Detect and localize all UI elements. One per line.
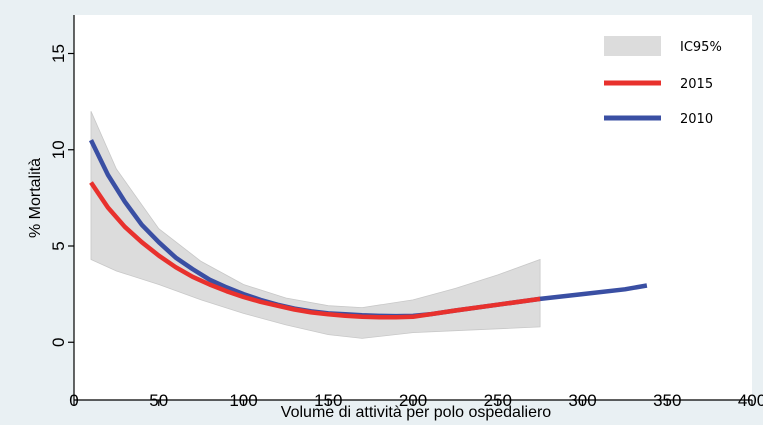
y-tick-label: 5 [49, 241, 68, 250]
x-tick-label: 50 [149, 391, 168, 410]
x-axis-title: Volume di attività per polo ospedaliero [281, 404, 551, 421]
x-tick-label: 300 [568, 391, 596, 410]
legend-label-2015: 2015 [680, 77, 713, 92]
y-ticks: 0 5 10 15 [49, 44, 74, 347]
legend-swatch-ic95 [604, 36, 661, 56]
x-tick-label: 250 [484, 391, 512, 410]
y-tick-label: 0 [49, 338, 68, 347]
x-tick-label: 0 [69, 391, 78, 410]
plot-background [74, 15, 752, 400]
y-tick-label: 15 [49, 44, 68, 63]
legend: IC95% 2015 2010 [604, 36, 722, 127]
x-tick-label: 200 [399, 391, 427, 410]
x-tick-label: 400 [738, 391, 763, 410]
y-tick-label: 10 [49, 140, 68, 159]
x-tick-label: 350 [653, 391, 681, 410]
x-tick-label: 150 [314, 391, 342, 410]
x-tick-label: 100 [229, 391, 257, 410]
legend-label-ic95: IC95% [680, 40, 722, 55]
series-layer [88, 139, 648, 320]
x-ticks: 0 50 100 150 200 250 300 350 400 [69, 391, 763, 410]
legend-label-2010: 2010 [680, 112, 713, 127]
y-axis-title: % Mortalità [27, 158, 44, 238]
series-line-2015 [89, 181, 541, 320]
